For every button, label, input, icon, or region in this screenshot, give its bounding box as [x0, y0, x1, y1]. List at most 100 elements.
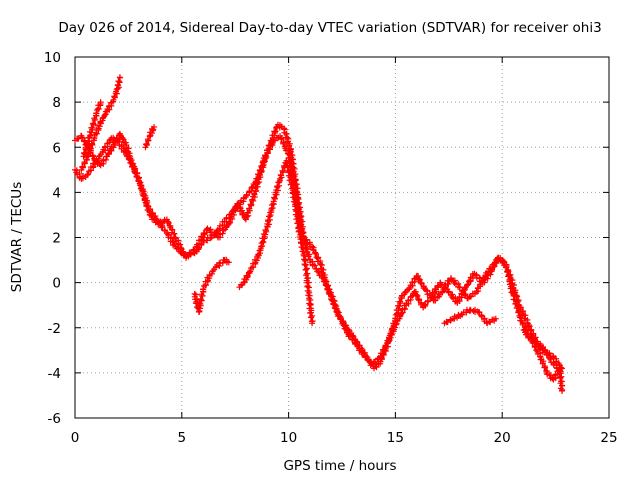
data-point: [309, 320, 316, 327]
data-point-trail: [158, 224, 165, 231]
data-point-trail: [424, 297, 431, 304]
data-point-trail: [139, 187, 146, 194]
data-point: [116, 74, 123, 81]
data-point-trail: [102, 111, 109, 118]
data-point-trail: [113, 135, 120, 142]
y-tick-label: 6: [52, 140, 61, 156]
data-point-trail: [201, 230, 208, 237]
data-point-trail: [423, 288, 430, 295]
x-tick-label: 10: [280, 430, 297, 446]
data-point-trail: [416, 276, 423, 283]
y-tick-label: -4: [48, 366, 61, 382]
data-point-trail: [290, 198, 297, 205]
data-point-trail: [171, 230, 178, 237]
data-point-trail: [264, 150, 271, 157]
data-point-trail: [417, 279, 424, 286]
data-point-trail: [284, 164, 291, 171]
data-point-trail: [463, 309, 470, 316]
data-point-trail: [413, 291, 420, 298]
data-point-trail: [311, 262, 318, 269]
data-point-trail: [93, 110, 100, 117]
data-point-trail: [115, 78, 122, 85]
data-point-trail: [305, 274, 312, 281]
data-point-trail: [280, 139, 287, 146]
data-point-trail: [431, 285, 438, 292]
data-point-trail: [321, 274, 328, 281]
data-point: [225, 259, 232, 266]
data-point-trail: [137, 179, 144, 186]
y-tick-label: 8: [52, 95, 61, 111]
data-points: [72, 74, 566, 394]
data-point-trail: [422, 301, 429, 308]
data-point-trail: [83, 156, 90, 163]
data-point-trail: [445, 280, 452, 287]
data-point-trail: [299, 248, 306, 255]
data-point-trail: [460, 287, 467, 294]
data-point-trail: [289, 156, 296, 163]
y-tick-label: 0: [52, 276, 61, 292]
data-point-trail: [464, 281, 471, 288]
data-point-trail: [286, 142, 293, 149]
data-point-trail: [90, 121, 97, 128]
data-point: [559, 387, 566, 394]
data-point-trail: [502, 263, 509, 270]
data-point-trail: [84, 171, 91, 178]
y-tick-label: -6: [48, 411, 61, 427]
data-point-trail: [79, 163, 86, 170]
data-point-trail: [460, 290, 467, 297]
data-point-trail: [415, 275, 422, 282]
data-point-trail: [529, 339, 536, 346]
data-point-trail: [307, 302, 314, 309]
data-point-trail: [298, 235, 305, 242]
data-point-trail: [138, 182, 145, 189]
data-point-trail: [158, 219, 165, 226]
data-point-trail: [261, 157, 268, 164]
data-point-trail: [257, 167, 264, 174]
data-point-trail: [265, 221, 272, 228]
x-tick-label: 25: [600, 430, 617, 446]
y-axis-label: SDTVAR / TECUs: [9, 182, 25, 292]
x-tick-label: 20: [494, 430, 511, 446]
data-point-trail: [211, 232, 218, 239]
y-tick-label: 2: [52, 231, 61, 247]
data-point-trail: [256, 172, 263, 179]
data-point-trail: [381, 346, 388, 353]
data-point-trail: [84, 142, 91, 149]
data-point-trail: [513, 293, 520, 300]
data-point-trail: [274, 187, 281, 194]
data-point-trail: [247, 201, 254, 208]
data-point-trail: [504, 268, 511, 275]
data-point-trail: [216, 225, 223, 232]
data-point-trail: [511, 289, 518, 296]
data-point-trail: [526, 323, 533, 330]
data-point-trail: [278, 172, 285, 179]
x-tick-label: 0: [71, 430, 80, 446]
data-point-trail: [96, 123, 103, 130]
axis-ticks: [74, 56, 610, 419]
data-point-trail: [207, 235, 214, 242]
data-point-trail: [305, 292, 312, 299]
data-point-trail: [414, 292, 421, 299]
data-point-trail: [90, 120, 97, 127]
data-point-trail: [190, 246, 197, 253]
y-tick-labels: -6 -4 -2 0 2 4 6 8 10: [44, 50, 61, 427]
data-point-trail: [291, 190, 298, 197]
data-point-trail: [143, 140, 150, 147]
data-point-trail: [286, 168, 293, 175]
data-point-trail: [252, 188, 259, 195]
data-point-trail: [279, 167, 286, 174]
data-point-trail: [546, 350, 553, 357]
data-point-trail: [247, 268, 254, 275]
y-tick-label: 4: [52, 185, 61, 201]
data-point-trail: [78, 134, 85, 141]
data-point-trail: [308, 314, 315, 321]
data-point-trail: [335, 312, 342, 319]
data-point-trail: [260, 158, 267, 165]
data-point-trail: [144, 199, 151, 206]
data-point: [97, 99, 104, 106]
x-tick-label: 15: [387, 430, 404, 446]
x-tick-label: 5: [178, 430, 187, 446]
data-point-trail: [520, 308, 527, 315]
data-point-trail: [322, 278, 329, 285]
